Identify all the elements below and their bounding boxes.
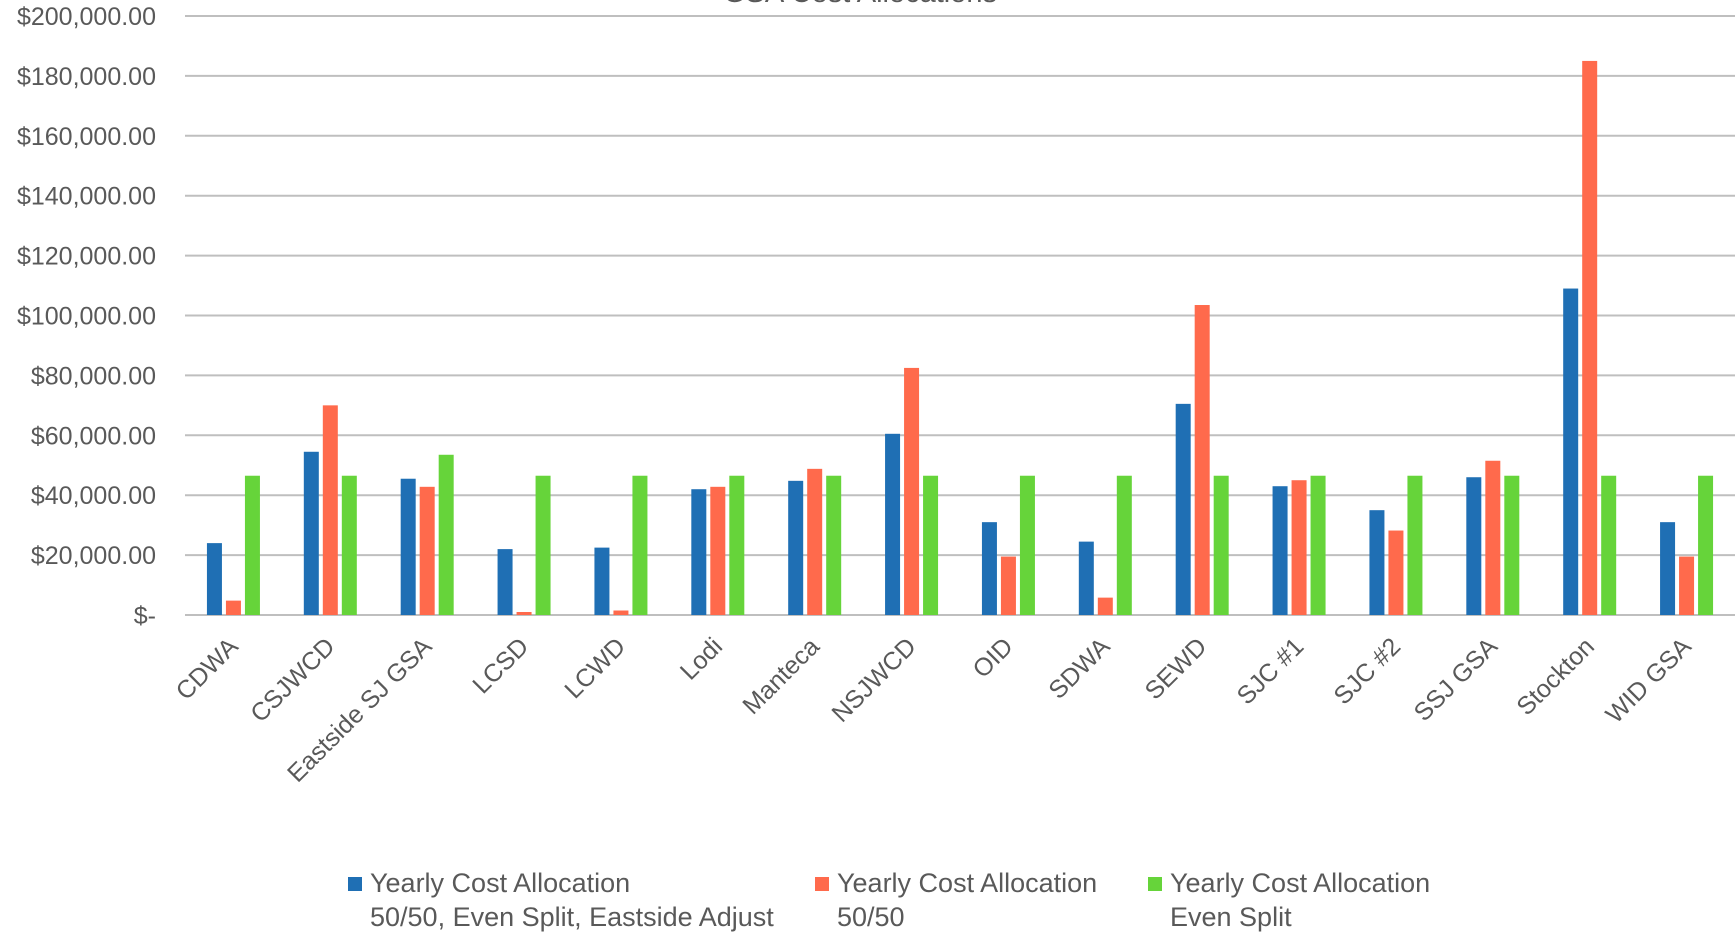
x-tick-label: SJC #1 xyxy=(1232,632,1310,710)
bar-lodi-series-2 xyxy=(710,486,726,615)
y-tick-label: $80,000.00 xyxy=(31,362,156,390)
x-tick-label: LCWD xyxy=(559,632,631,704)
legend-swatch xyxy=(348,877,362,891)
chart-title: GSA Cost Allocations xyxy=(723,0,997,9)
bar-sjc-2-series-2 xyxy=(1388,530,1404,615)
legend-item-3: Yearly Cost Allocation Even Split xyxy=(1148,866,1430,934)
bar-lcwd-series-2 xyxy=(613,610,629,615)
bar-eastside-sj-gsa-series-1 xyxy=(400,478,416,615)
x-tick-label: Stockton xyxy=(1511,632,1600,721)
x-tick-label: NSJWCD xyxy=(826,632,921,727)
legend-swatch xyxy=(815,877,829,891)
bar-sdwa-series-3 xyxy=(1116,475,1132,615)
bar-cdwa-series-1 xyxy=(206,543,222,615)
bar-eastside-sj-gsa-series-2 xyxy=(419,486,435,615)
bar-oid-series-3 xyxy=(1019,475,1035,615)
bar-sjc-1-series-1 xyxy=(1272,486,1288,615)
x-tick-label: WID GSA xyxy=(1600,632,1697,729)
bar-manteca-series-1 xyxy=(788,480,804,615)
bar-lodi-series-3 xyxy=(729,475,745,615)
y-tick-label: $140,000.00 xyxy=(17,183,156,211)
bar-oid-series-1 xyxy=(981,522,997,615)
bar-manteca-series-2 xyxy=(807,468,823,615)
bar-sjc-1-series-3 xyxy=(1310,475,1326,615)
legend: Yearly Cost Allocation 50/50, Even Split… xyxy=(0,866,1735,937)
x-tick-label: SJC #2 xyxy=(1328,632,1406,710)
x-tick-label: LCSD xyxy=(467,632,534,699)
bar-csjwcd-series-1 xyxy=(303,451,319,615)
y-tick-label: $160,000.00 xyxy=(17,123,156,151)
bar-ssj-gsa-series-2 xyxy=(1485,460,1501,615)
bar-wid-gsa-series-1 xyxy=(1660,522,1676,615)
y-tick-label: $120,000.00 xyxy=(17,243,156,271)
bar-lcsd-series-1 xyxy=(497,549,513,615)
bar-eastside-sj-gsa-series-3 xyxy=(438,454,454,615)
bar-lcsd-series-3 xyxy=(535,475,551,615)
bar-sjc-1-series-2 xyxy=(1291,480,1307,615)
bar-csjwcd-series-3 xyxy=(341,475,357,615)
bar-stockton-series-1 xyxy=(1563,288,1579,615)
bar-sewd-series-3 xyxy=(1213,475,1229,615)
bar-cdwa-series-2 xyxy=(225,600,241,615)
bar-wid-gsa-series-2 xyxy=(1679,556,1695,615)
y-tick-label: $200,000.00 xyxy=(17,3,156,31)
bar-nsjwcd-series-2 xyxy=(904,367,920,615)
bar-sjc-2-series-3 xyxy=(1407,475,1423,615)
bar-lcsd-series-2 xyxy=(516,612,532,615)
legend-swatch xyxy=(1148,877,1162,891)
x-tick-label: CSJWCD xyxy=(245,632,340,727)
bar-stockton-series-2 xyxy=(1582,60,1598,616)
x-tick-label: OID xyxy=(967,632,1018,683)
x-tick-label: Lodi xyxy=(675,632,728,685)
bar-wid-gsa-series-3 xyxy=(1698,475,1714,615)
bar-stockton-series-3 xyxy=(1601,475,1617,615)
bar-nsjwcd-series-3 xyxy=(923,475,939,615)
bar-lcwd-series-1 xyxy=(594,547,610,615)
bar-sjc-2-series-1 xyxy=(1369,510,1385,615)
bar-oid-series-2 xyxy=(1000,556,1016,615)
x-tick-label: SDWA xyxy=(1043,632,1115,704)
bar-sewd-series-2 xyxy=(1194,305,1210,615)
legend-item-2: Yearly Cost Allocation 50/50 xyxy=(815,866,1097,934)
x-tick-label: SEWD xyxy=(1140,632,1213,705)
bar-sdwa-series-2 xyxy=(1097,597,1113,615)
bar-ssj-gsa-series-1 xyxy=(1466,477,1482,615)
legend-label: Yearly Cost Allocation 50/50 xyxy=(837,868,1098,932)
y-tick-label: $180,000.00 xyxy=(17,63,156,91)
y-tick-label: $40,000.00 xyxy=(31,482,156,510)
bar-ssj-gsa-series-3 xyxy=(1504,475,1520,615)
x-tick-label: SSJ GSA xyxy=(1409,632,1504,727)
bar-sewd-series-1 xyxy=(1175,403,1191,615)
y-tick-label: $- xyxy=(134,602,156,630)
legend-label: Yearly Cost Allocation Even Split xyxy=(1170,868,1431,932)
bars xyxy=(206,60,1714,616)
x-tick-label: CDWA xyxy=(171,632,244,705)
bar-manteca-series-3 xyxy=(826,475,842,615)
bar-lcwd-series-3 xyxy=(632,475,648,615)
legend-label: Yearly Cost Allocation 50/50, Even Split… xyxy=(370,868,774,932)
y-tick-label: $20,000.00 xyxy=(31,542,156,570)
bar-sdwa-series-1 xyxy=(1078,541,1094,615)
gridlines xyxy=(185,15,1735,616)
bar-lodi-series-1 xyxy=(691,489,707,615)
bar-csjwcd-series-2 xyxy=(322,405,338,615)
bar-nsjwcd-series-1 xyxy=(885,433,901,615)
x-tick-label: Manteca xyxy=(737,632,825,720)
y-axis-tick-labels: $- $20,000.00 $40,000.00 $60,000.00 $80,000.… xyxy=(17,3,156,630)
y-tick-label: $100,000.00 xyxy=(17,303,156,331)
y-tick-label: $60,000.00 xyxy=(31,422,156,450)
legend-item-1: Yearly Cost Allocation 50/50, Even Split… xyxy=(348,866,774,934)
bar-cdwa-series-3 xyxy=(244,475,260,615)
